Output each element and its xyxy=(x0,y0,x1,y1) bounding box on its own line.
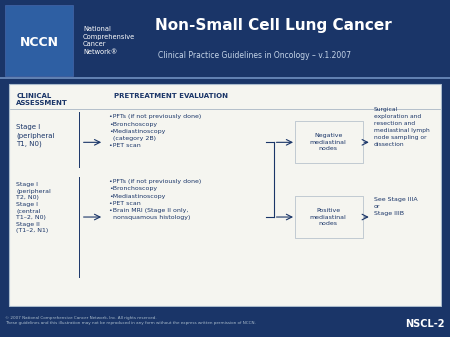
Text: See Stage IIIA
or
Stage IIIB: See Stage IIIA or Stage IIIB xyxy=(374,197,417,216)
Text: •PFTs (if not previously done)
•Bronchoscopy
•Mediastinoscopy
  (category 2B)
•P: •PFTs (if not previously done) •Bronchos… xyxy=(109,115,201,148)
Text: Clinical Practice Guidelines in Oncology – v.1.2007: Clinical Practice Guidelines in Oncology… xyxy=(158,51,351,60)
Text: © 2007 National Comprehensive Cancer Network, Inc. All rights reserved.
These gu: © 2007 National Comprehensive Cancer Net… xyxy=(5,316,256,325)
Text: NCCN: NCCN xyxy=(19,36,58,49)
Text: PRETREATMENT EVALUATION: PRETREATMENT EVALUATION xyxy=(114,93,228,98)
FancyBboxPatch shape xyxy=(5,5,73,76)
Text: National
Comprehensive
Cancer
Network®: National Comprehensive Cancer Network® xyxy=(83,26,135,55)
FancyBboxPatch shape xyxy=(9,84,441,306)
FancyBboxPatch shape xyxy=(295,196,363,238)
Text: Non-Small Cell Lung Cancer: Non-Small Cell Lung Cancer xyxy=(155,18,392,33)
Text: Negative
mediastinal
nodes: Negative mediastinal nodes xyxy=(310,133,346,151)
Text: Positive
mediastinal
nodes: Positive mediastinal nodes xyxy=(310,208,346,226)
Text: CLINICAL
ASSESSMENT: CLINICAL ASSESSMENT xyxy=(16,93,68,106)
Text: Stage I
(peripheral
T1, N0): Stage I (peripheral T1, N0) xyxy=(16,124,55,147)
Text: Stage I
(peripheral
T2, N0)
Stage I
(central
T1–2, N0)
Stage II
(T1–2, N1): Stage I (peripheral T2, N0) Stage I (cen… xyxy=(16,182,51,233)
Text: •PFTs (if not previously done)
•Bronchoscopy
•Mediastinoscopy
•PET scan
•Brain M: •PFTs (if not previously done) •Bronchos… xyxy=(109,179,201,220)
FancyBboxPatch shape xyxy=(295,121,363,163)
Text: Surgical
exploration and
resection and
mediastinal lymph
node sampling or
dissec: Surgical exploration and resection and m… xyxy=(374,108,429,148)
Text: NSCL-2: NSCL-2 xyxy=(405,319,445,329)
